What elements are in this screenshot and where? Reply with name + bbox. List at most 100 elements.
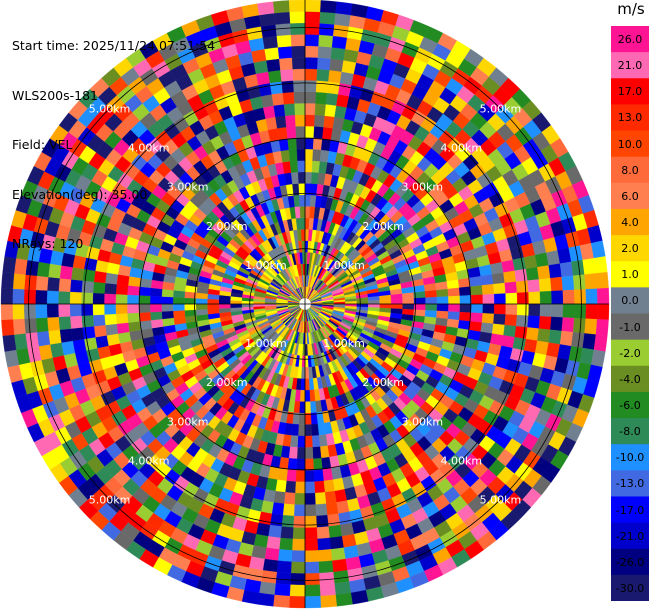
colorbar-tick-label: 17.0 <box>617 85 643 99</box>
range-gate <box>596 287 610 305</box>
elevation: Elevation(deg): 35.00 <box>12 186 148 202</box>
range-gate <box>126 294 139 305</box>
range-gate <box>501 259 515 273</box>
range-ring-label: 3.00km <box>402 415 444 428</box>
range-gate <box>537 265 551 280</box>
range-gate <box>195 308 208 316</box>
range-gate <box>323 479 335 493</box>
range-gate <box>574 289 587 305</box>
range-ring-label: 4.00km <box>128 142 170 155</box>
colorbar-swatch <box>611 339 649 367</box>
range-gate <box>304 45 319 58</box>
range-gate <box>314 492 327 505</box>
range-gate <box>12 303 25 320</box>
colorbar-tick-label: -30.0 <box>615 581 645 595</box>
range-gate <box>548 263 562 279</box>
range-gate <box>436 310 449 320</box>
range-gate <box>318 571 335 585</box>
range-gate <box>92 281 106 294</box>
range-gate <box>515 314 529 328</box>
range-gate <box>304 550 319 563</box>
range-gate <box>262 35 279 50</box>
range-gate <box>150 311 163 321</box>
colorbar-unit: m/s <box>617 0 645 18</box>
colorbar-tick-label: 21.0 <box>617 59 643 73</box>
range-gate <box>538 278 552 292</box>
range-gate <box>584 273 598 290</box>
colorbar-tick-label: 6.0 <box>621 189 639 203</box>
colorbar-tick-label: -4.0 <box>619 372 641 386</box>
range-ring-label: 1.00km <box>323 337 365 350</box>
range-gate <box>161 303 174 312</box>
colorbar-tick-label: 13.0 <box>617 111 643 125</box>
range-gate <box>379 299 392 305</box>
range-ring-label: 2.00km <box>206 220 248 233</box>
range-gate <box>304 57 319 70</box>
range-gate <box>311 435 321 448</box>
range-gate <box>572 274 586 291</box>
range-gate <box>149 295 162 305</box>
range-gate <box>289 160 299 173</box>
range-gate <box>274 11 291 25</box>
range-gate <box>299 401 306 414</box>
range-gate <box>481 284 495 295</box>
range-gate <box>207 303 220 310</box>
range-gate <box>296 148 306 161</box>
range-gate <box>313 469 324 482</box>
range-gate <box>289 11 306 24</box>
range-gate <box>572 317 586 334</box>
range-gate <box>273 0 290 14</box>
range-gate <box>328 524 342 539</box>
range-gate <box>334 489 347 503</box>
colorbar-swatch <box>611 365 649 393</box>
range-gate <box>47 276 60 292</box>
range-gate <box>312 458 323 471</box>
field-name: Field: VEL <box>12 137 73 152</box>
range-gate <box>317 46 333 59</box>
range-gate <box>304 389 311 402</box>
range-gate <box>69 315 83 329</box>
range-gate <box>304 424 313 437</box>
range-gate <box>276 34 292 48</box>
range-ring-label: 2.00km <box>206 376 248 389</box>
colorbar-swatch <box>611 130 649 158</box>
range-gate <box>12 318 26 335</box>
colorbar-swatch <box>611 78 649 105</box>
colorbar-swatch <box>611 52 649 79</box>
range-gate <box>301 240 306 253</box>
range-gate <box>35 303 48 319</box>
range-gate <box>335 592 353 607</box>
range-gate <box>493 313 506 326</box>
range-gate <box>315 80 329 94</box>
range-gate <box>402 303 415 310</box>
range-gate <box>593 256 608 274</box>
range-gate <box>296 137 306 150</box>
range-ring-label: 4.00km <box>441 454 483 467</box>
axis-lines <box>1 0 609 608</box>
range-gate <box>105 272 119 285</box>
range-gate <box>275 571 292 585</box>
range-gate <box>304 561 320 574</box>
range-gate <box>402 298 415 305</box>
range-gate <box>269 513 283 527</box>
range-gate <box>304 378 310 391</box>
colorbar-tick-label: -2.0 <box>619 346 641 360</box>
range-gate <box>551 290 564 305</box>
range-gate <box>471 294 484 305</box>
range-gate <box>150 318 164 329</box>
instrument-name: WLS200s-181 <box>12 87 98 103</box>
range-gate <box>35 275 49 291</box>
range-gate <box>390 298 403 305</box>
range-gate <box>595 319 609 336</box>
range-ring-label: 5.00km <box>89 493 131 506</box>
range-gate <box>138 295 151 305</box>
range-gate <box>271 92 285 106</box>
range-gate <box>47 316 60 332</box>
range-gate <box>504 314 518 327</box>
range-gate <box>317 537 331 551</box>
range-gate <box>302 252 306 264</box>
range-gate <box>505 292 518 305</box>
range-gate <box>297 435 306 448</box>
colorbar <box>611 26 649 601</box>
range-gate <box>334 581 351 596</box>
